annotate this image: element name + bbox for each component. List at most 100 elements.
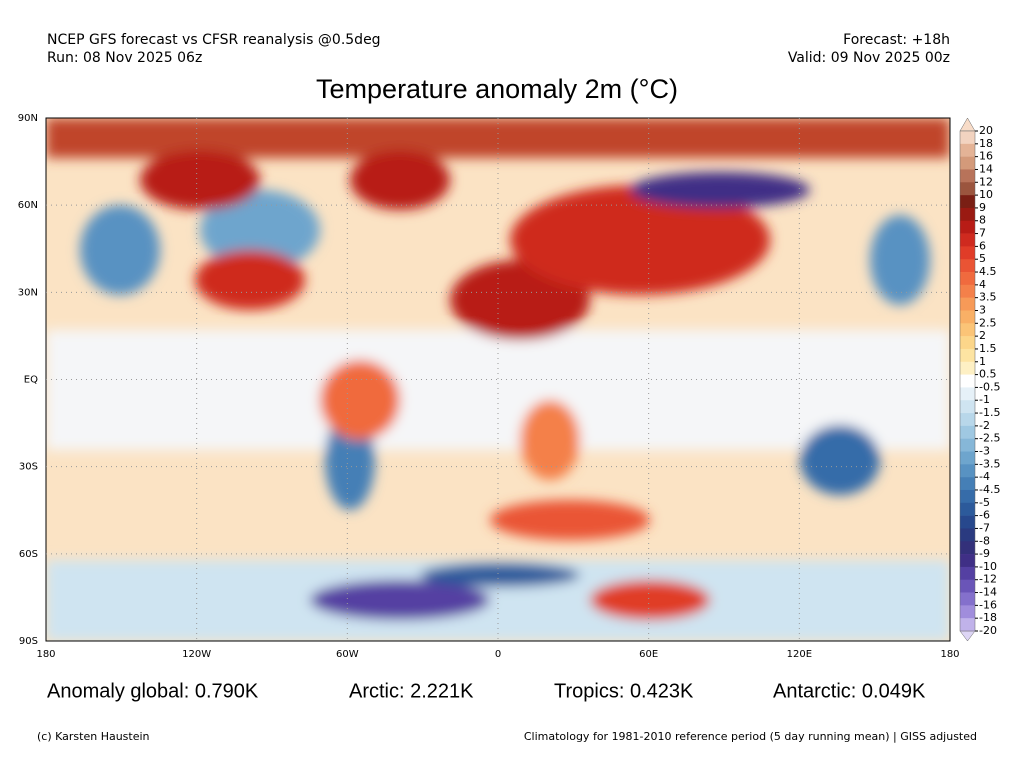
lon-label: 180 — [36, 649, 55, 660]
colorbar-bin — [960, 220, 975, 234]
colorbar-label: -5 — [979, 496, 990, 509]
colorbar-bin — [960, 207, 975, 222]
colorbar-label: 1.5 — [979, 342, 997, 355]
colorbar-label: 6 — [979, 239, 986, 252]
colorbar-label: -6 — [979, 509, 990, 522]
colorbar-bin — [960, 541, 975, 555]
colorbar-label: 3 — [979, 303, 986, 316]
colorbar-bin — [960, 579, 975, 593]
colorbar-label: 10 — [979, 188, 993, 201]
colorbar-bin — [960, 400, 975, 414]
lon-label: 0 — [495, 649, 501, 660]
colorbar-bin — [960, 246, 975, 260]
stat: Antarctic: 0.049K — [773, 680, 926, 702]
colorbar-label: 4.5 — [979, 265, 997, 278]
colorbar-label: -2.5 — [979, 432, 1000, 445]
colorbar-bin — [960, 310, 975, 324]
colorbar-bin — [960, 425, 975, 439]
colorbar-label: 9 — [979, 201, 986, 214]
lat-label: EQ — [24, 375, 38, 386]
colorbar-bin — [960, 387, 975, 401]
colorbar-bin — [960, 618, 975, 632]
colorbar-bin — [960, 451, 975, 465]
colorbar-bin — [960, 413, 975, 427]
colorbar-label: -3 — [979, 445, 990, 458]
colorbar-bin — [960, 554, 975, 568]
header-line: NCEP GFS forecast vs CFSR reanalysis @0.… — [47, 32, 381, 48]
lat-label: 30N — [18, 287, 38, 298]
colorbar-frame — [959, 130, 976, 632]
colorbar-label: -8 — [979, 534, 990, 547]
lon-label: 60E — [639, 649, 658, 660]
colorbar-label: -9 — [979, 547, 990, 560]
colorbar-label: 2 — [979, 329, 986, 342]
colorbar-bin — [960, 195, 975, 209]
colorbar-label: 12 — [979, 175, 993, 188]
colorbar-bin — [960, 464, 975, 478]
lat-label: 90N — [18, 113, 38, 124]
stat: Tropics: 0.423K — [554, 680, 694, 702]
colorbar-bin — [960, 182, 975, 196]
colorbar-over — [959, 117, 976, 132]
colorbar-label: -12 — [979, 573, 997, 586]
lat-label: 30S — [19, 462, 38, 473]
stat: Anomaly global: 0.790K — [47, 680, 259, 702]
colorbar-bin — [960, 131, 975, 145]
stat: Arctic: 2.221K — [349, 680, 474, 702]
colorbar-bin — [960, 592, 975, 606]
colorbar-label: -16 — [979, 598, 997, 611]
colorbar-label: -1 — [979, 393, 990, 406]
colorbar-label: 4 — [979, 278, 986, 291]
colorbar-bin — [960, 272, 975, 286]
colorbar-bin — [960, 374, 975, 388]
colorbar-label: 3.5 — [979, 291, 997, 304]
colorbar-bin — [960, 489, 975, 504]
colorbar-label: -14 — [979, 586, 997, 599]
lon-label: 120W — [182, 649, 211, 660]
colorbar-label: -7 — [979, 521, 990, 534]
colorbar-label: -2 — [979, 419, 990, 432]
colorbar-label: -3.5 — [979, 457, 1000, 470]
colorbar-label: 1 — [979, 355, 986, 368]
colorbar-bin — [960, 528, 975, 542]
colorbar-bin — [960, 515, 975, 529]
colorbar-bin — [960, 605, 975, 619]
lat-label: 60S — [19, 549, 38, 560]
colorbar-label: 20 — [979, 124, 993, 137]
colorbar-label: 18 — [979, 137, 993, 150]
colorbar-label: 5 — [979, 252, 986, 265]
colorbar-bin — [960, 284, 975, 298]
header-line: Valid: 09 Nov 2025 00z — [788, 50, 950, 66]
colorbar-bin — [960, 336, 975, 350]
colorbar-bin — [960, 566, 975, 581]
colorbar-bin — [960, 143, 975, 157]
header-line: Run: 08 Nov 2025 06z — [47, 50, 202, 66]
colorbar-label: 8 — [979, 214, 986, 227]
colorbar-label: 14 — [979, 162, 993, 175]
footer-note: Climatology for 1981-2010 reference peri… — [524, 730, 977, 743]
colorbar-bin — [960, 156, 975, 170]
colorbar-label: -20 — [979, 624, 997, 637]
colorbar-label: -10 — [979, 560, 997, 573]
colorbar-bin — [960, 438, 975, 452]
lat-label: 90S — [19, 636, 38, 647]
colorbar-label: -1.5 — [979, 406, 1000, 419]
header-line: Forecast: +18h — [843, 32, 950, 48]
colorbar-bin — [960, 348, 975, 363]
colorbar-label: -18 — [979, 611, 997, 624]
colorbar-label: 0.5 — [979, 368, 997, 381]
footer-credit: (c) Karsten Haustein — [37, 730, 150, 743]
colorbar-bin — [960, 297, 975, 311]
lon-label: 120E — [787, 649, 812, 660]
colorbar-bin — [960, 361, 975, 375]
colorbar-bin — [960, 323, 975, 337]
colorbar-bin — [960, 169, 975, 183]
map-title: Temperature anomaly 2m (°C) — [316, 74, 678, 104]
lon-label: 60W — [336, 649, 359, 660]
colorbar-label: -4 — [979, 470, 990, 483]
colorbar-bin — [960, 477, 975, 491]
colorbar-label: 16 — [979, 150, 993, 163]
lon-label: 180 — [940, 649, 959, 660]
